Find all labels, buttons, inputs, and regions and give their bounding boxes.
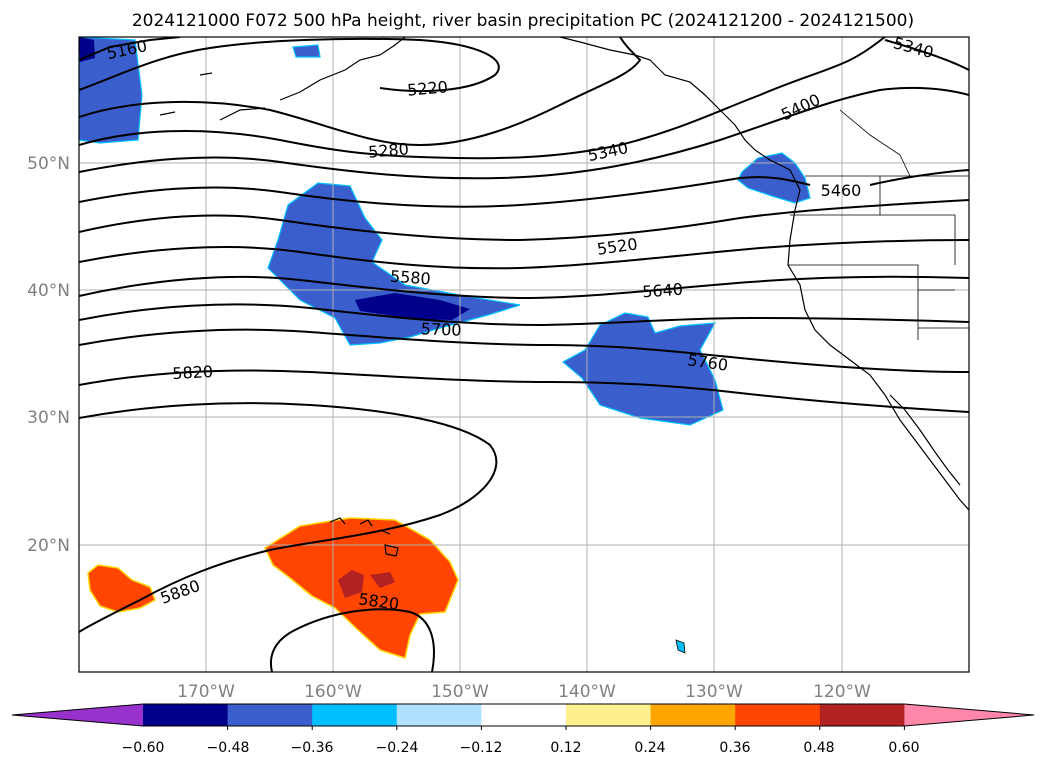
colorbar-swatch [481,704,567,726]
colorbar-tick-label: −0.60 [122,740,165,756]
precip-negative-small [675,639,686,654]
precip-shading [79,37,811,659]
lon-label: 170°W [177,682,235,702]
contour-label: 5580 [389,267,431,289]
colorbar-tick-label: 0.12 [550,740,581,756]
contour-5160 [79,37,181,61]
contour-5880-ridge [79,402,498,633]
colorbar-tick-labels: −0.60 −0.48 −0.36 −0.24 −0.12 0.12 0.24 … [122,740,920,756]
colorbar-swatch [143,704,229,726]
contour-5820-south [270,608,435,672]
colorbar-swatch [12,704,143,726]
lon-label: 140°W [558,682,616,702]
colorbar-tick-label: 0.48 [803,740,834,756]
colorbar-swatch [566,704,652,726]
lat-label: 20°N [27,536,70,556]
contour-label: 5820 [172,362,214,383]
colorbar-tick-label: 0.36 [719,740,750,756]
colorbar-swatch [312,704,398,726]
contour-5400 [79,86,969,180]
contour-5220-loop [79,37,500,93]
coastlines [159,37,969,557]
contour-5280 [79,37,642,147]
contour-label: 5220 [406,77,448,99]
state-borders [788,109,969,340]
colorbar-tick-label: −0.48 [207,740,250,756]
lat-label: 50°N [27,154,70,174]
contour-5340-a [79,37,886,160]
gridlines [79,37,969,672]
colorbar-tick-label: −0.12 [460,740,503,756]
precip-negative-nw [79,37,143,144]
colorbar-swatch [735,704,821,726]
contour-5340-b [884,39,969,71]
precip-strong-negative-central [355,293,470,320]
lon-label: 120°W [813,682,871,702]
height-contours [79,37,969,672]
alaska-coast [159,37,406,121]
lon-label: 160°W [304,682,362,702]
map-title: 2024121000 F072 500 hPa height, river ba… [132,11,914,31]
lat-label: 30°N [27,408,70,428]
colorbar-outline [11,703,1035,727]
contour-5580 [79,239,969,270]
precip-negative-east [561,312,724,426]
precip-negative-tiny [292,44,321,58]
hawaii-islands [329,517,399,557]
contour-label: 5640 [642,280,684,302]
colorbar-tick-label: 0.24 [634,740,665,756]
contour-label: 5700 [421,319,462,339]
precip-strong-positive-b [370,572,395,588]
contour-5520 [79,199,969,242]
contour-5760 [79,328,969,373]
contour-5820-north [79,369,969,413]
colorbar-tick-label: −0.24 [376,740,419,756]
colorbar-swatch [819,704,905,726]
lat-label: 40°N [27,281,70,301]
contour-5460-b [869,169,969,186]
contour-5460-a [79,176,811,208]
colorbar-swatch [904,704,1034,726]
precip-negative-central [267,182,521,346]
map-frame [78,36,970,673]
contour-label: 5280 [367,139,409,161]
contour-label: 5460 [821,181,862,200]
longitude-labels: 170°W 160°W 150°W 140°W 130°W 120°W [177,682,871,702]
precip-strong-positive-a [338,570,364,598]
lon-label: 130°W [685,682,743,702]
latitude-labels: 50°N 40°N 30°N 20°N [27,154,70,556]
contour-5640 [79,275,969,300]
colorbar-swatch [650,704,736,726]
gulf-alaska-coast [559,37,756,151]
map-panel: 5160 5220 5340 5400 5280 5340 5460 5520 … [79,37,969,672]
contour-5700 [79,303,969,327]
colorbar-swatch [396,704,482,726]
colorbar-swatch [227,704,313,726]
lon-label: 150°W [431,682,489,702]
colorbar-tick-label: 0.60 [888,740,919,756]
colorbar [11,703,1035,730]
west-coast [754,149,969,511]
colorbar-tick-label: −0.36 [291,740,334,756]
